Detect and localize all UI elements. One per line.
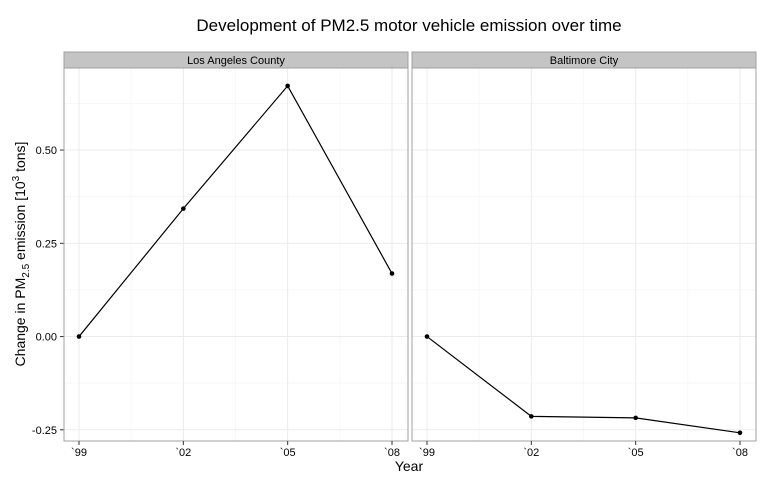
data-point [389,271,395,276]
data-point [529,414,534,419]
y-tick-label: 0.00 [36,332,57,344]
data-point [285,83,290,89]
panel-background [64,68,408,441]
data-point [181,206,186,211]
data-point [424,334,430,339]
panel-border [63,67,409,442]
facet-panel-1: Los Angeles County `99 `02 `05 `08 [63,51,409,459]
x-tick-label: `05 [280,447,296,459]
y-tick-label: 0.25 [36,238,57,250]
chart-title: Development of PM2.5 motor vehicle emiss… [196,16,621,35]
y-label-superscript: 3 [11,175,22,181]
x-axis-label: Year [395,458,424,474]
data-point [737,430,743,436]
series-line [426,336,741,434]
y-label-suffix: tons] [12,142,28,176]
panel-background [412,68,756,441]
y-label-prefix: Change in PM [12,278,28,367]
y-label-subscript: 2.5 [21,263,32,277]
facet-strip-label: Los Angeles County [187,55,285,67]
data-point [633,415,638,421]
y-axis-label: Change in PM2.5 emission [103 tons] [11,142,32,367]
y-label-middle: emission [10 [12,181,28,264]
x-tick-label: `99 [71,447,87,459]
y-tick-label: -0.25 [32,425,57,437]
y-tick-label: 0.50 [36,145,57,157]
x-tick-label: `02 [175,447,191,459]
series-line [78,84,393,337]
x-tick-label: `99 [419,447,435,459]
x-tick-label: `02 [523,447,539,459]
data-point [76,334,82,339]
panel-border [411,67,757,442]
facet-strip-label: Baltimore City [550,55,619,67]
x-tick-label: `08 [384,447,400,459]
x-tick-label: `05 [628,447,644,459]
x-tick-label: `08 [732,447,748,459]
facet-panel-2: Baltimore City `99 `02 `05 `08 [411,51,757,459]
